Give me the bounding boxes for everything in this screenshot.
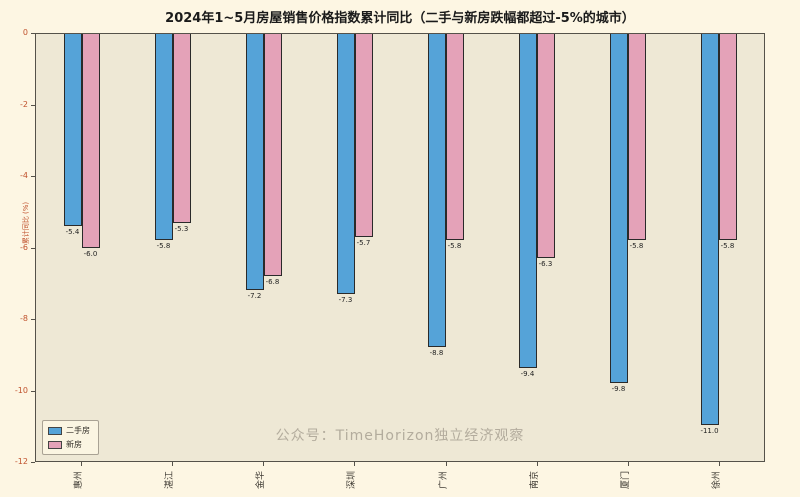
y-tick-mark	[31, 462, 35, 463]
legend-swatch	[48, 426, 62, 435]
bar	[627, 34, 646, 241]
bar	[154, 34, 173, 241]
y-tick-label: 0	[22, 28, 28, 37]
x-tick-label: 金华	[256, 471, 267, 490]
y-tick-label: -4	[20, 171, 28, 180]
bar	[245, 34, 264, 291]
x-tick-mark	[354, 462, 356, 466]
y-tick-mark	[31, 33, 35, 34]
y-tick-label: -2	[20, 99, 28, 109]
chart-title: 2024年1~5月房屋销售价格指数累计同比（二手与新房跌幅都超过-5%的城市）	[165, 11, 635, 26]
bar-value-label: -11.0	[700, 427, 719, 436]
y-tick-label: -6	[20, 242, 28, 252]
bar-value-label: -9.4	[520, 370, 535, 379]
bar	[445, 34, 464, 241]
y-tick-label: -10	[14, 385, 28, 395]
bar	[263, 34, 282, 276]
bar	[518, 34, 537, 369]
bar-value-label: -9.8	[611, 384, 626, 393]
legend-item: 新房	[48, 439, 90, 450]
y-tick-mark	[31, 104, 35, 106]
bar-value-label: -5.8	[156, 242, 171, 251]
bar	[700, 34, 719, 426]
x-tick-mark	[445, 462, 447, 466]
bar-value-label: -6.8	[265, 277, 280, 286]
x-tick-label: 南京	[529, 471, 540, 490]
bar-value-label: -5.8	[447, 242, 462, 251]
bar-value-label: -6.0	[83, 249, 98, 258]
bar-value-label: -5.4	[65, 228, 80, 237]
bar-value-label: -5.3	[174, 224, 189, 233]
x-tick-label: 惠州	[73, 471, 84, 490]
legend-label: 新房	[66, 440, 82, 449]
bar	[427, 34, 446, 348]
x-tick-label: 厦门	[621, 471, 632, 490]
bar	[609, 34, 628, 383]
y-tick-mark	[31, 319, 35, 320]
watermark: 公众号：TimeHorizon独立经济观察	[275, 428, 525, 444]
y-tick-label: -8	[20, 314, 28, 323]
bar	[63, 34, 82, 227]
bar	[718, 34, 737, 241]
bar-value-label: -5.7	[356, 238, 371, 247]
x-tick-label: 深圳	[347, 471, 358, 490]
legend-item: 二手房	[48, 425, 90, 436]
x-tick-mark	[536, 462, 538, 466]
y-tick-mark	[31, 247, 35, 249]
bar	[336, 34, 355, 294]
legend: 二手房 新房	[42, 420, 99, 455]
y-tick-mark	[31, 390, 35, 392]
bar-value-label: -7.2	[247, 292, 262, 301]
x-tick-mark	[171, 462, 173, 466]
bar	[536, 34, 555, 259]
x-tick-mark	[263, 462, 265, 466]
bar	[172, 34, 191, 223]
x-tick-mark	[719, 462, 721, 466]
x-tick-label: 徐州	[712, 471, 723, 490]
bar	[354, 34, 373, 237]
bar-value-label: -5.8	[720, 242, 735, 251]
plot-area: -5.4 -6.0 -5.8 -5.3 -7.2 -6.8 -7.3 -5.7 -8.8 -5.8…	[35, 33, 765, 462]
x-tick-label: 湛江	[164, 471, 175, 490]
x-tick-label: 广州	[438, 471, 449, 490]
y-tick-mark	[31, 176, 35, 177]
bar-value-label: -7.3	[338, 295, 353, 304]
bar-value-label: -8.8	[429, 349, 444, 358]
bar-value-label: -6.3	[538, 260, 553, 269]
x-tick-mark	[80, 462, 82, 466]
bar	[81, 34, 100, 248]
legend-swatch	[48, 440, 62, 449]
legend-label: 二手房	[66, 426, 90, 435]
y-tick-label: -12	[14, 457, 28, 466]
bar-value-label: -5.8	[629, 242, 644, 251]
x-tick-mark	[628, 462, 630, 466]
